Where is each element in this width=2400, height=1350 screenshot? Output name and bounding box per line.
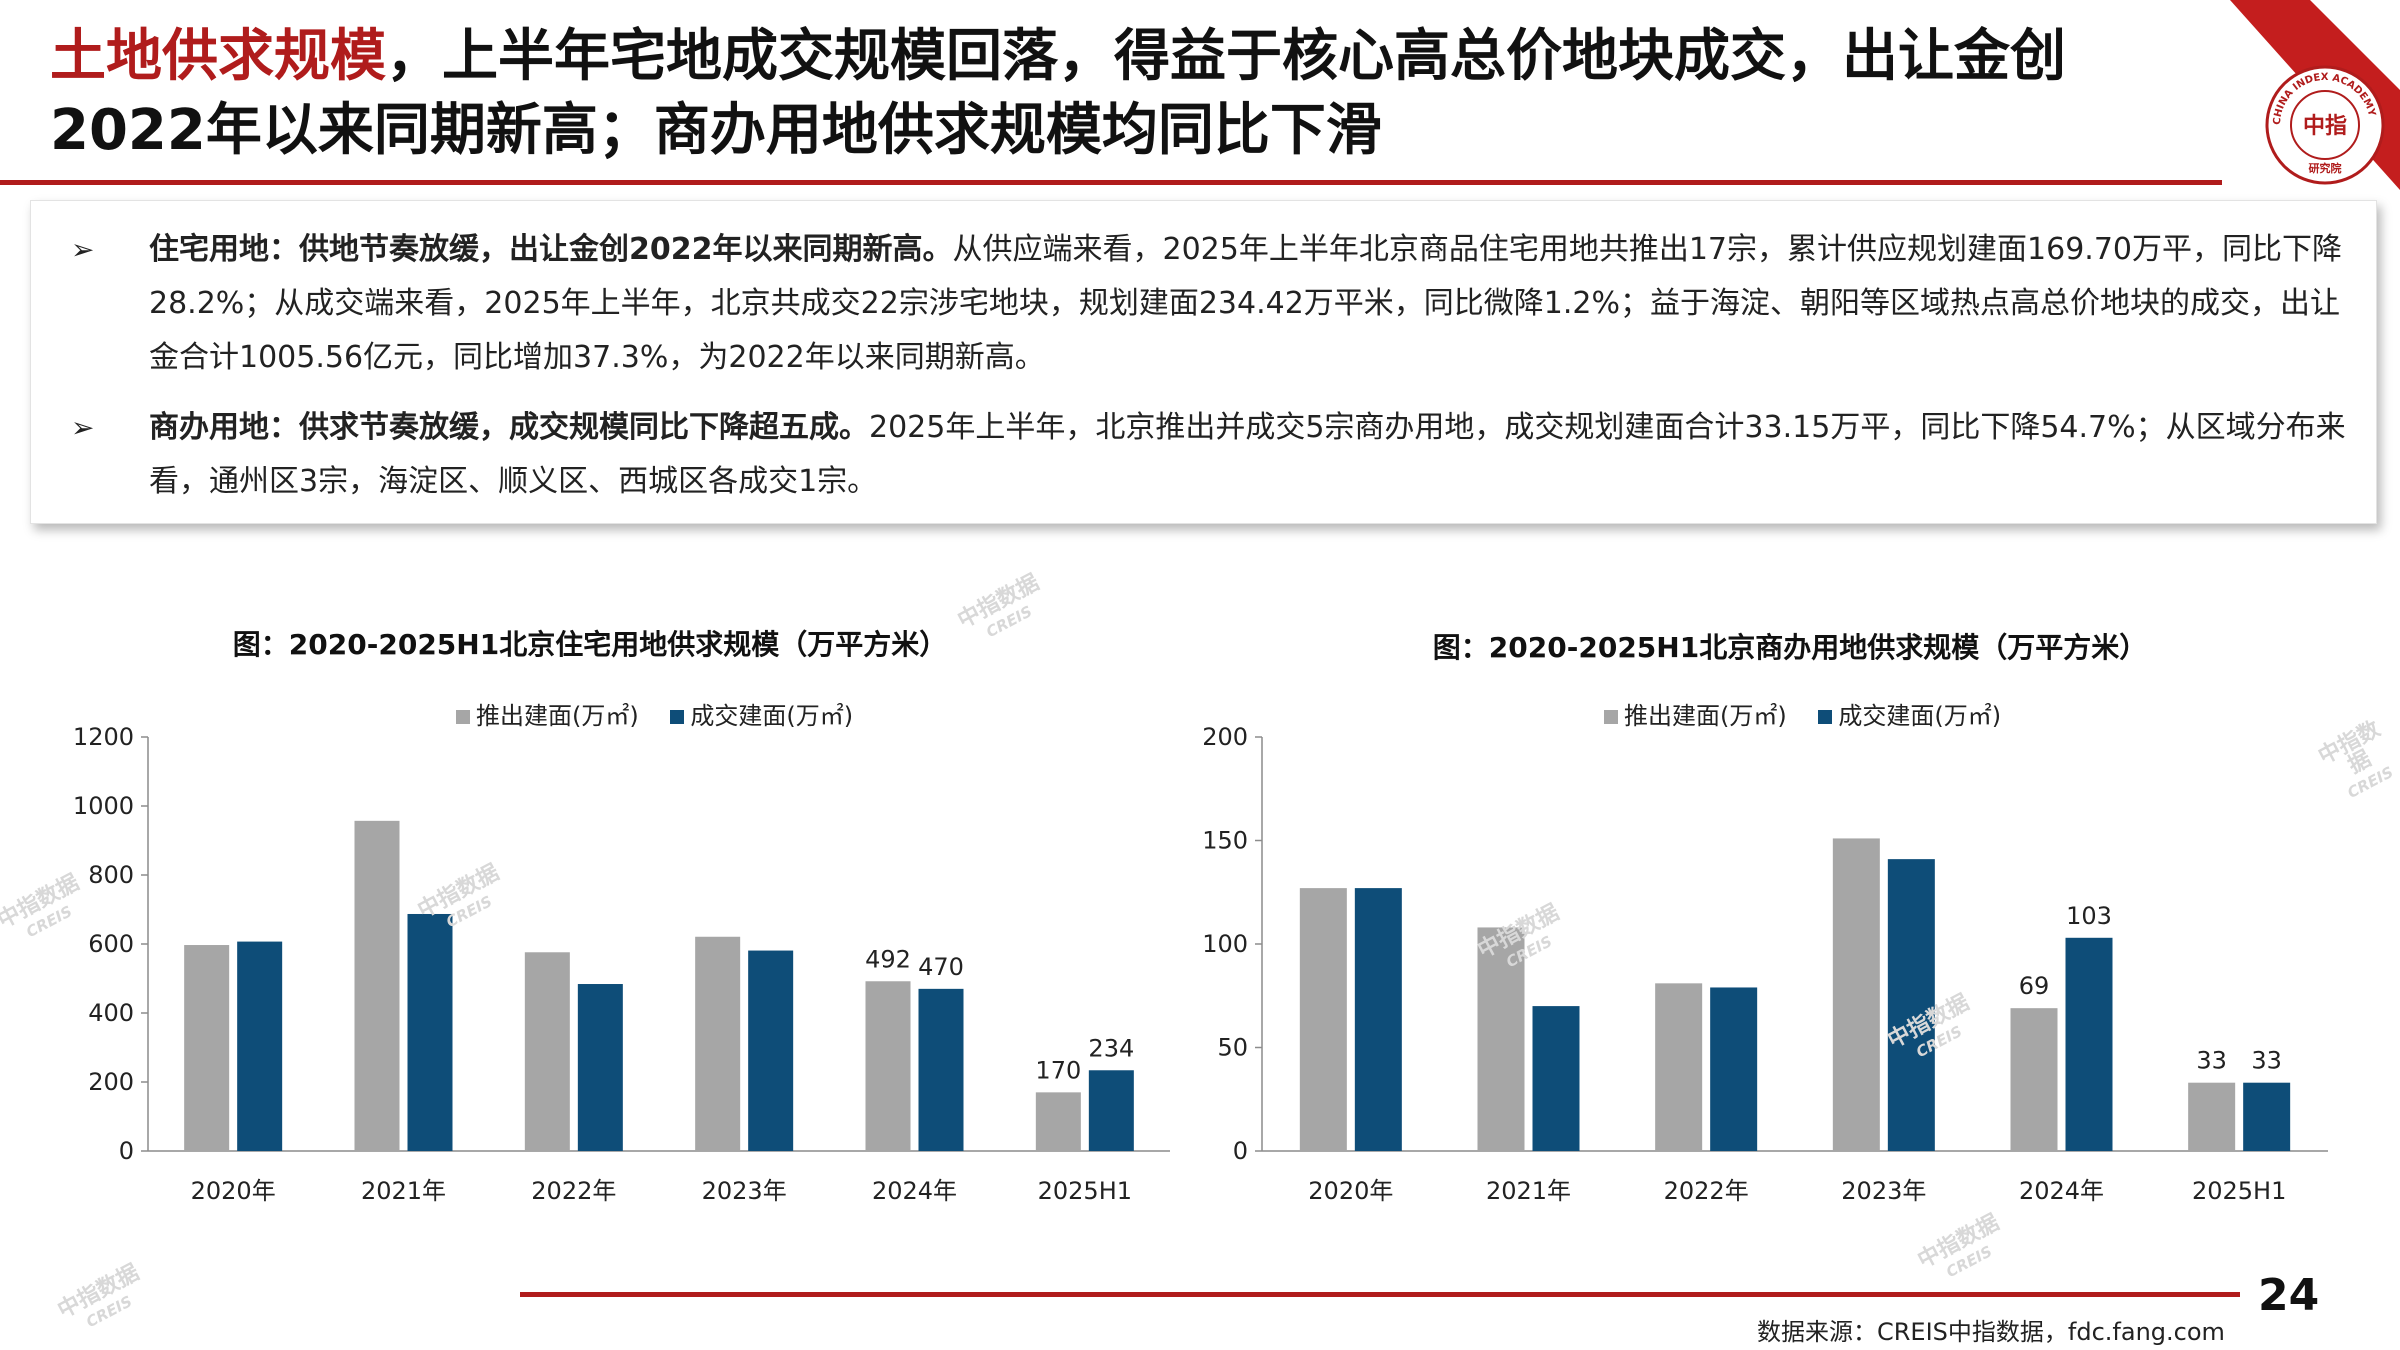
page-number: 24 bbox=[2258, 1270, 2320, 1321]
chart-title-residential: 图：2020-2025H1北京住宅用地供求规模（万平方米） bbox=[232, 628, 948, 661]
footer-divider bbox=[520, 1292, 2240, 1297]
bullet-residential: ➢ 住宅用地：供地节奏放缓，出让金创2022年以来同期新高。从供应端来看，202… bbox=[51, 223, 2346, 385]
x-tick-label: 2023年 bbox=[702, 1177, 787, 1205]
bullet-commercial-text: 商办用地：供求节奏放缓，成交规模同比下降超五成。2025年上半年，北京推出并成交… bbox=[149, 401, 2346, 509]
bar-supply bbox=[865, 981, 911, 1151]
data-label: 170 bbox=[1035, 1056, 1081, 1084]
bullet-commercial-body: 2025年上半年，北京推出并成交5宗商办用地，成交规划建面合计33.15万平，同… bbox=[149, 410, 2346, 499]
title-divider bbox=[0, 180, 2222, 185]
x-tick-label: 2021年 bbox=[1486, 1177, 1571, 1205]
y-tick-label: 800 bbox=[88, 861, 134, 889]
bullet-residential-body: 从供应端来看，2025年上半年北京商品住宅用地共推出17宗，累计供应规划建面16… bbox=[149, 232, 2342, 375]
y-tick-label: 1200 bbox=[73, 723, 134, 751]
legend-swatch-deal bbox=[670, 710, 685, 724]
bar-deal bbox=[1354, 888, 1402, 1151]
legend-label-deal: 成交建面(万㎡) bbox=[1838, 702, 2002, 730]
y-tick-label: 600 bbox=[88, 930, 134, 958]
bar-supply bbox=[184, 945, 230, 1151]
bar-supply bbox=[2188, 1082, 2236, 1151]
bullet-commercial-heading: 商办用地：供求节奏放缓，成交规模同比下降超五成。 bbox=[149, 410, 869, 445]
y-tick-label: 0 bbox=[1233, 1137, 1248, 1165]
legend-item-deal: 成交建面(万㎡) bbox=[1818, 702, 2001, 730]
bar-deal bbox=[237, 941, 283, 1151]
logo-seal-inner bbox=[2290, 90, 2360, 160]
x-tick-label: 2020年 bbox=[191, 1177, 276, 1205]
legend-swatch-supply bbox=[1604, 710, 1618, 724]
bar-supply bbox=[354, 820, 400, 1151]
bar-deal bbox=[1887, 859, 1935, 1151]
chart-residential: 0 200 400 600 800 1000 1200 2020年 2021年 2022年 2023… bbox=[73, 723, 1170, 1205]
x-tick-label: 2023年 bbox=[1841, 1177, 1926, 1205]
data-label: 103 bbox=[2066, 902, 2112, 930]
legend-residential: 推出建面(万㎡) 成交建面(万㎡) bbox=[456, 696, 877, 731]
legend-item-supply: 推出建面(万㎡) bbox=[456, 702, 639, 730]
bar-supply bbox=[2010, 1008, 2058, 1151]
legend-label-supply: 推出建面(万㎡) bbox=[1624, 702, 1787, 730]
y-tick-label: 200 bbox=[1202, 723, 1248, 751]
bar-deal bbox=[407, 913, 453, 1151]
y-tick-label: 1000 bbox=[73, 792, 134, 820]
bullet-residential-heading: 住宅用地：供地节奏放缓，出让金创2022年以来同期新高。 bbox=[149, 232, 953, 267]
bullet-arrow-icon: ➢ bbox=[71, 411, 95, 444]
y-tick-label: 50 bbox=[1217, 1034, 1248, 1062]
logo-center-text: 中指 bbox=[2303, 114, 2347, 139]
x-tick-label: 2020年 bbox=[1308, 1177, 1393, 1205]
bar-supply bbox=[695, 936, 741, 1151]
bar-deal bbox=[748, 950, 794, 1151]
data-label: 33 bbox=[2251, 1047, 2282, 1075]
data-label: 234 bbox=[1088, 1034, 1134, 1062]
bar-deal bbox=[577, 984, 623, 1151]
data-label: 33 bbox=[2196, 1047, 2227, 1075]
bullet-arrow-icon: ➢ bbox=[71, 233, 95, 266]
legend-label-deal: 成交建面(万㎡) bbox=[690, 702, 854, 730]
bullet-residential-text: 住宅用地：供地节奏放缓，出让金创2022年以来同期新高。从供应端来看，2025年… bbox=[149, 223, 2346, 385]
bullet-commercial: ➢ 商办用地：供求节奏放缓，成交规模同比下降超五成。2025年上半年，北京推出并… bbox=[51, 401, 2346, 509]
y-tick-label: 200 bbox=[88, 1068, 134, 1096]
academy-logo: CHINA INDEX ACADEMY 中指 研究院 bbox=[2230, 0, 2400, 190]
legend-swatch-deal bbox=[1818, 710, 1833, 724]
legend-swatch-supply bbox=[456, 710, 470, 724]
bar-supply bbox=[1477, 927, 1525, 1151]
watermark: 中指数据 CREIS bbox=[53, 1260, 144, 1332]
x-tick-label: 2025H1 bbox=[1038, 1177, 1132, 1205]
bar-deal bbox=[1532, 1006, 1580, 1151]
x-tick-label: 2024年 bbox=[2019, 1177, 2104, 1205]
legend-item-supply: 推出建面(万㎡) bbox=[1604, 702, 1787, 730]
legend-commercial: 推出建面(万㎡) 成交建面(万㎡) bbox=[1604, 696, 2025, 731]
bar-supply bbox=[1035, 1092, 1081, 1151]
bar-supply bbox=[1299, 888, 1347, 1151]
chart-commercial: 0 50 100 150 200 2020年 2021年 2022年 2023年 2024年 69 1… bbox=[1202, 723, 2328, 1205]
summary-box: ➢ 住宅用地：供地节奏放缓，出让金创2022年以来同期新高。从供应端来看，202… bbox=[30, 200, 2377, 524]
x-tick-label: 2024年 bbox=[872, 1177, 957, 1205]
title-rest: ，上半年宅地成交规模回落，得益于核心高总价地块成交，出让金创2022年以来同期新… bbox=[50, 24, 2066, 163]
y-tick-label: 0 bbox=[119, 1137, 134, 1165]
bar-supply bbox=[1655, 983, 1703, 1151]
data-label: 470 bbox=[918, 953, 964, 981]
data-label: 69 bbox=[2019, 972, 2050, 1000]
legend-label-supply: 推出建面(万㎡) bbox=[476, 702, 639, 730]
page-title: 土地供求规模，上半年宅地成交规模回落，得益于核心高总价地块成交，出让金创2022… bbox=[50, 20, 2160, 168]
bar-deal bbox=[918, 988, 964, 1151]
logo-bottom-text: 研究院 bbox=[2309, 161, 2342, 175]
bar-deal bbox=[2065, 937, 2113, 1151]
x-tick-label: 2025H1 bbox=[2192, 1177, 2286, 1205]
y-tick-label: 100 bbox=[1202, 930, 1248, 958]
bar-deal bbox=[1088, 1070, 1134, 1151]
bar-deal bbox=[2243, 1082, 2291, 1151]
legend-item-deal: 成交建面(万㎡) bbox=[670, 702, 853, 730]
title-accent: 土地供求规模 bbox=[50, 24, 386, 89]
bar-supply bbox=[1832, 838, 1880, 1151]
bar-supply bbox=[524, 952, 570, 1151]
y-tick-label: 400 bbox=[88, 999, 134, 1027]
x-tick-label: 2022年 bbox=[531, 1177, 616, 1205]
x-tick-label: 2021年 bbox=[361, 1177, 446, 1205]
data-source: 数据来源：CREIS中指数据，fdc.fang.com bbox=[1757, 1318, 2225, 1346]
x-tick-label: 2022年 bbox=[1664, 1177, 1749, 1205]
data-label: 492 bbox=[865, 945, 911, 973]
bar-deal bbox=[1710, 987, 1758, 1151]
chart-title-commercial: 图：2020-2025H1北京商办用地供求规模（万平方米） bbox=[1432, 631, 2148, 664]
y-tick-label: 150 bbox=[1202, 827, 1248, 855]
